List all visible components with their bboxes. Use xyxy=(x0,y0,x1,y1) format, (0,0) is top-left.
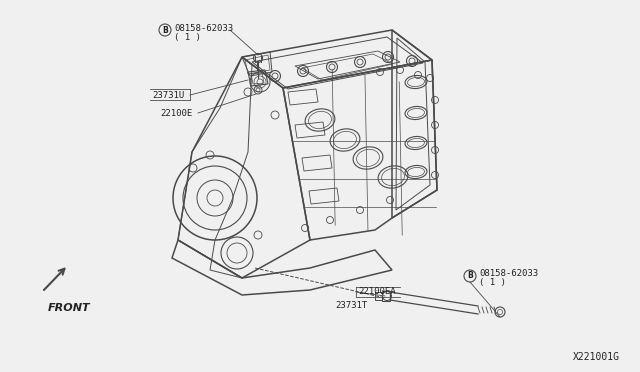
Text: 23731T: 23731T xyxy=(335,301,367,310)
Text: 22100E: 22100E xyxy=(160,109,192,118)
Text: 08158-62033: 08158-62033 xyxy=(479,269,538,279)
Text: FRONT: FRONT xyxy=(48,303,91,313)
Text: B: B xyxy=(467,272,473,280)
Text: B: B xyxy=(162,26,168,35)
Text: 22100EA: 22100EA xyxy=(358,288,396,296)
Text: ( 1 ): ( 1 ) xyxy=(174,32,201,42)
Text: ( 1 ): ( 1 ) xyxy=(479,279,506,288)
Text: 23731U: 23731U xyxy=(152,90,184,99)
Text: 08158-62033: 08158-62033 xyxy=(174,23,233,32)
Text: X221001G: X221001G xyxy=(573,352,620,362)
